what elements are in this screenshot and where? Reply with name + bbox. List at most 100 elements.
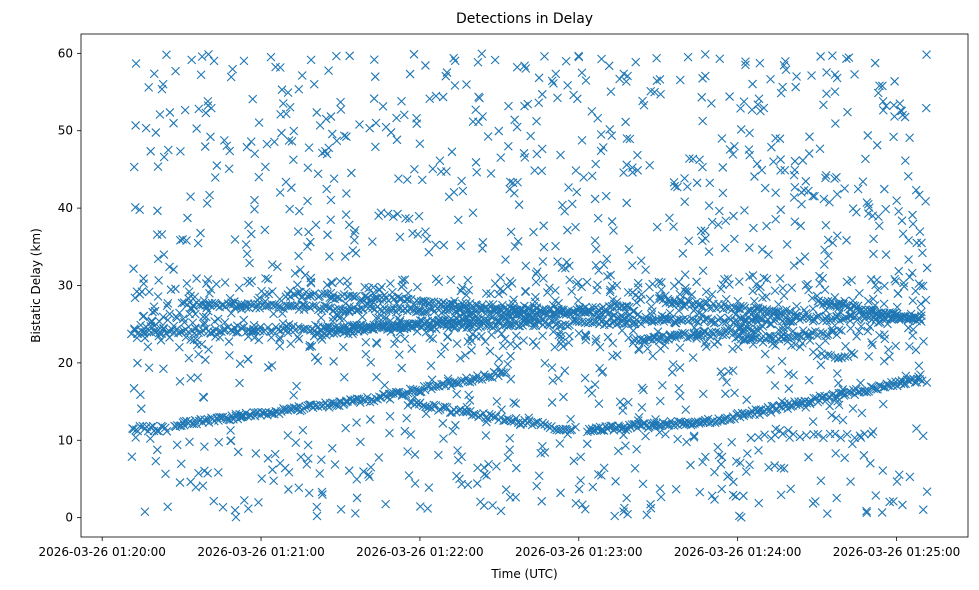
data-point-1790 — [451, 407, 461, 417]
data-point-903 — [633, 150, 642, 160]
data-point-941 — [911, 345, 921, 355]
data-point-1380 — [879, 299, 889, 309]
data-point-873 — [556, 488, 565, 498]
data-point-3037 — [760, 430, 769, 440]
data-point-959 — [191, 482, 201, 492]
data-point-1315 — [623, 287, 633, 297]
data-point-2218 — [561, 320, 570, 329]
data-point-562 — [587, 107, 597, 116]
data-point-274 — [798, 156, 808, 165]
data-point-353 — [831, 413, 841, 423]
data-point-2768 — [535, 312, 545, 322]
data-point-1133 — [863, 199, 873, 209]
data-point-863 — [593, 213, 603, 223]
data-point-3044 — [802, 430, 811, 440]
data-point-1007 — [717, 452, 727, 462]
data-point-1493 — [866, 275, 876, 284]
data-point-722 — [830, 87, 840, 97]
data-point-372 — [807, 71, 816, 80]
data-point-1337 — [854, 326, 864, 336]
data-point-1073 — [692, 178, 702, 188]
data-point-1120 — [540, 358, 550, 368]
data-point-543 — [284, 136, 294, 145]
data-point-786 — [513, 177, 522, 187]
data-point-1027 — [294, 206, 304, 216]
data-point-73 — [597, 471, 606, 480]
data-point-626 — [752, 159, 762, 169]
data-point-614 — [224, 164, 234, 174]
data-point-677 — [275, 188, 285, 197]
data-point-1587 — [162, 426, 172, 436]
data-point-937 — [537, 441, 547, 451]
data-point-497 — [577, 68, 587, 78]
data-point-538 — [604, 61, 614, 71]
data-point-970 — [891, 277, 901, 286]
data-point-315 — [636, 256, 646, 266]
x-tick-label-4: 2026-03-26 01:24:00 — [674, 545, 801, 559]
data-point-944 — [458, 186, 468, 196]
data-point-1239 — [519, 336, 529, 345]
data-point-232 — [922, 487, 932, 497]
data-point-433 — [695, 487, 705, 497]
data-point-926 — [609, 226, 618, 235]
data-point-1134 — [877, 508, 887, 517]
x-axis: 2026-03-26 01:20:00 2026-03-26 01:21:00 20… — [38, 537, 960, 559]
data-point-1078 — [294, 483, 304, 493]
y-axis: 0 10 20 30 40 50 60 — [58, 46, 81, 525]
data-point-276 — [323, 230, 332, 240]
data-point-516 — [781, 65, 791, 75]
data-point-1052 — [309, 79, 319, 89]
data-point-2902 — [837, 326, 846, 336]
data-point-395 — [291, 438, 301, 447]
data-point-771 — [808, 304, 818, 314]
data-point-1917 — [698, 417, 708, 427]
data-point-1713 — [393, 387, 402, 397]
data-point-1260 — [397, 275, 407, 285]
data-point-777 — [868, 340, 877, 350]
data-point-1817 — [511, 413, 521, 423]
data-point-478 — [289, 126, 299, 136]
data-point-2694 — [391, 323, 401, 333]
data-point-1127 — [771, 214, 781, 224]
data-point-3053 — [855, 431, 865, 441]
data-point-1004 — [646, 86, 656, 96]
data-point-225 — [625, 134, 635, 144]
data-point-414 — [155, 110, 165, 119]
data-point-1069 — [646, 499, 655, 509]
data-point-2393 — [246, 299, 255, 309]
data-point-1017 — [827, 410, 837, 420]
data-point-1085 — [579, 173, 589, 182]
data-point-528 — [285, 102, 295, 112]
data-point-1091 — [680, 174, 689, 183]
data-point-243 — [641, 265, 651, 275]
data-point-1384 — [211, 279, 221, 289]
data-point-2660 — [324, 328, 334, 337]
data-point-2056 — [159, 324, 169, 334]
data-point-451 — [576, 476, 586, 485]
data-point-1110 — [550, 296, 560, 305]
data-point-527 — [520, 101, 529, 111]
data-point-862 — [336, 97, 345, 107]
data-point-991 — [313, 356, 323, 366]
data-point-2760 — [514, 309, 524, 319]
data-point-402 — [921, 103, 931, 113]
data-point-820 — [822, 89, 831, 99]
data-point-1553 — [390, 339, 399, 349]
data-point-930 — [574, 52, 584, 62]
data-point-2331 — [839, 314, 849, 324]
data-point-656 — [903, 323, 913, 333]
data-point-821 — [885, 352, 894, 362]
data-point-2584 — [457, 299, 467, 308]
data-point-461 — [204, 345, 213, 354]
data-point-775 — [250, 149, 260, 159]
data-point-1740 — [446, 381, 456, 391]
data-point-1268 — [921, 295, 931, 305]
data-point-544 — [478, 244, 487, 253]
data-point-2260 — [665, 314, 674, 324]
data-point-2781 — [569, 307, 579, 317]
data-point-175 — [329, 174, 339, 184]
data-point-996 — [273, 262, 282, 272]
data-point-191 — [385, 428, 394, 438]
data-point-1309 — [720, 274, 729, 284]
data-point-2115 — [306, 325, 315, 335]
